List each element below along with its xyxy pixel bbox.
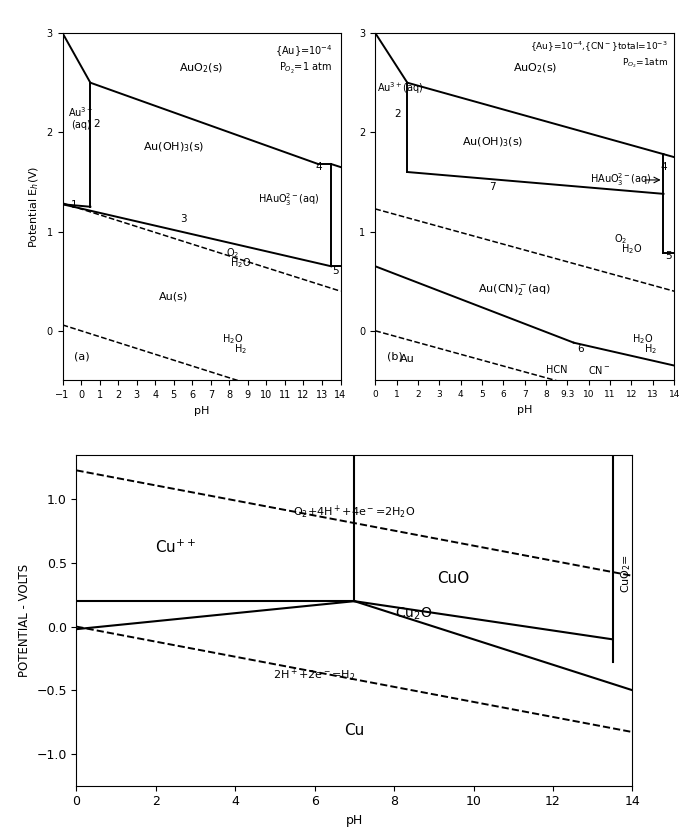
Y-axis label: Potential E$_h$(V): Potential E$_h$(V) — [27, 165, 41, 248]
Text: HAuO$_3^{2-}$(aq): HAuO$_3^{2-}$(aq) — [258, 191, 320, 208]
Text: HAuO$_3^{2-}$(aq): HAuO$_3^{2-}$(aq) — [590, 171, 652, 189]
Text: H$_2$: H$_2$ — [234, 342, 247, 356]
Text: {Au}=10$^{-4}$
P$_{O_2}$=1 atm: {Au}=10$^{-4}$ P$_{O_2}$=1 atm — [275, 44, 332, 76]
Text: Cu$_2$O: Cu$_2$O — [395, 605, 433, 622]
Text: Au(s): Au(s) — [159, 291, 188, 301]
Text: AuO$_2$(s): AuO$_2$(s) — [179, 61, 224, 74]
Text: Au(OH)$_3$(s): Au(OH)$_3$(s) — [462, 136, 523, 149]
Text: 5: 5 — [333, 266, 339, 276]
Y-axis label: POTENTIAL - VOLTS: POTENTIAL - VOLTS — [17, 564, 31, 676]
Text: 2: 2 — [94, 119, 100, 129]
Text: H$_2$O: H$_2$O — [621, 242, 642, 256]
Text: Au(CN)$_2^-$(aq): Au(CN)$_2^-$(aq) — [477, 282, 550, 297]
Text: Cu: Cu — [344, 724, 365, 739]
Text: 7: 7 — [489, 182, 496, 192]
Text: Au$^{3+}$
(aq): Au$^{3+}$ (aq) — [68, 105, 94, 130]
Text: H$_2$: H$_2$ — [644, 342, 657, 356]
Text: CuO: CuO — [438, 571, 470, 586]
X-axis label: pH: pH — [194, 406, 209, 416]
Text: 2: 2 — [394, 109, 401, 119]
Text: Au$^{3+}$(aq): Au$^{3+}$(aq) — [377, 79, 425, 96]
Text: O$_2$: O$_2$ — [614, 232, 628, 246]
Text: 4: 4 — [316, 162, 322, 172]
X-axis label: pH: pH — [517, 404, 532, 414]
Text: 3: 3 — [180, 213, 186, 223]
Text: 6: 6 — [577, 344, 584, 354]
Text: CuO$_2$=: CuO$_2$= — [619, 553, 632, 593]
Text: CN$^-$: CN$^-$ — [588, 365, 611, 376]
Text: (a): (a) — [74, 351, 89, 361]
Text: O$_2$+4H$^+$+4e$^-$=2H$_2$O: O$_2$+4H$^+$+4e$^-$=2H$_2$O — [293, 504, 416, 521]
X-axis label: pH: pH — [346, 814, 363, 827]
Text: (b): (b) — [387, 351, 403, 361]
Text: 5: 5 — [666, 251, 672, 261]
Text: AuO$_2$(s): AuO$_2$(s) — [513, 61, 557, 74]
Text: 1: 1 — [70, 200, 77, 210]
Text: Cu$^{++}$: Cu$^{++}$ — [155, 539, 197, 557]
Text: {Au}=10$^{-4}$,{CN$^-$}total=10$^{-3}$
P$_{O_2}$=1atm: {Au}=10$^{-4}$,{CN$^-$}total=10$^{-3}$ P… — [530, 40, 668, 69]
Text: Au(OH)$_3$(s): Au(OH)$_3$(s) — [143, 141, 204, 154]
Text: 4: 4 — [660, 162, 667, 172]
Text: H$_2$O: H$_2$O — [632, 332, 653, 346]
Text: H$_2$O: H$_2$O — [230, 256, 251, 270]
Text: 2H$^+$+2e$^-$=H$_2$: 2H$^+$+2e$^-$=H$_2$ — [273, 667, 356, 683]
Text: HCN: HCN — [546, 366, 568, 375]
Text: O$_2$: O$_2$ — [227, 246, 240, 261]
Text: H$_2$O: H$_2$O — [222, 332, 244, 346]
Text: Au: Au — [400, 354, 415, 364]
